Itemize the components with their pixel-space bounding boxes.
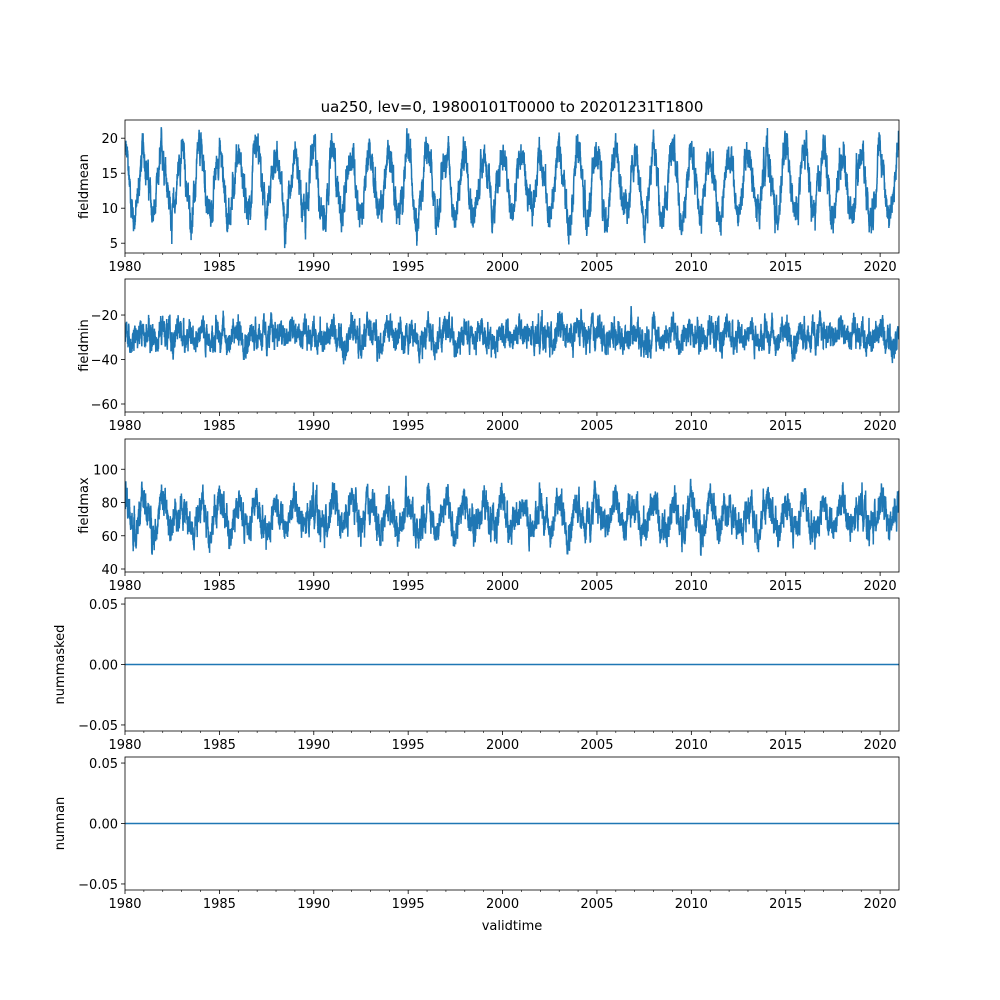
x-tick-label: 2005	[580, 897, 613, 912]
y-tick-label: 20	[101, 132, 118, 147]
x-tick-label: 1995	[392, 260, 425, 275]
axes-frame	[124, 438, 900, 573]
x-tick-label: 2020	[864, 419, 897, 434]
x-tick-label: 2020	[864, 260, 897, 275]
x-tick-label: 1990	[297, 419, 330, 434]
subplot-nummasked: 1980 1985 1990 1995 2000 2005 2010 2015 2020 −0.0…	[53, 597, 900, 753]
x-tick-label: 1985	[203, 419, 236, 434]
y-tick-label: 40	[101, 563, 118, 578]
x-tick-label: 1990	[297, 260, 330, 275]
y-tick-label: 5	[110, 237, 118, 252]
x-tick-label: 1985	[203, 897, 236, 912]
y-axis-label: fieldmean	[77, 154, 92, 219]
series-line-fieldmean	[125, 127, 899, 249]
series-line-fieldmax	[125, 475, 899, 556]
x-tick-label: 1980	[108, 897, 141, 912]
x-tick-label: 2005	[580, 579, 613, 594]
x-tick-label: 2000	[486, 738, 519, 753]
series-line-fieldmin	[125, 305, 899, 365]
x-tick-label: 1980	[108, 419, 141, 434]
x-tick-label: 2020	[864, 897, 897, 912]
y-tick-label: 0.00	[89, 659, 118, 674]
x-tick-label: 1985	[203, 738, 236, 753]
y-tick-label: −0.05	[78, 719, 118, 734]
y-tick-label: 0.05	[89, 757, 118, 772]
axes-frame	[124, 119, 900, 254]
y-tick-label: 80	[101, 497, 118, 512]
x-tick-label: 2010	[675, 738, 708, 753]
x-tick-label: 2015	[769, 260, 802, 275]
x-tick-label: 2020	[864, 579, 897, 594]
y-tick-label: 0.00	[89, 818, 118, 833]
x-tick-label: 1980	[108, 738, 141, 753]
subplot-numnan: 1980 1985 1990 1995 2000 2005 2010 2015 2020 −0.0…	[53, 756, 900, 912]
x-axis-label: validtime	[482, 919, 543, 934]
x-tick-label: 1980	[108, 260, 141, 275]
axes-frame	[124, 278, 900, 413]
x-tick-label: 1995	[392, 897, 425, 912]
x-tick-label: 2015	[769, 738, 802, 753]
subplot-fieldmax: 1980 1985 1990 1995 2000 2005 2010 2015 2020 40 60…	[77, 438, 900, 594]
x-tick-label: 1995	[392, 738, 425, 753]
y-tick-label: 100	[93, 463, 118, 478]
y-tick-label: 0.05	[89, 598, 118, 613]
chart-title: ua250, lev=0, 19800101T0000 to 20201231T…	[321, 98, 704, 116]
x-tick-label: 1980	[108, 579, 141, 594]
x-tick-label: 1995	[392, 579, 425, 594]
x-tick-label: 2015	[769, 897, 802, 912]
x-tick-label: 2010	[675, 897, 708, 912]
x-tick-label: 2020	[864, 738, 897, 753]
y-axis-label: numnan	[53, 797, 68, 851]
y-tick-label: 15	[101, 167, 118, 182]
x-tick-label: 1990	[297, 738, 330, 753]
x-tick-label: 1990	[297, 579, 330, 594]
x-tick-label: 2005	[580, 738, 613, 753]
x-tick-label: 1995	[392, 419, 425, 434]
y-axis-label: fieldmin	[77, 319, 92, 372]
y-tick-label: 60	[101, 530, 118, 545]
x-tick-label: 2005	[580, 260, 613, 275]
x-tick-label: 2015	[769, 579, 802, 594]
subplot-fieldmean: 1980 1985 1990 1995 2000 2005 2010 2015 2020 5 10 1…	[77, 119, 900, 275]
x-tick-label: 2010	[675, 579, 708, 594]
y-axis-label: nummasked	[53, 625, 68, 705]
y-tick-label: −40	[91, 354, 118, 369]
x-tick-label: 2005	[580, 419, 613, 434]
x-tick-label: 2000	[486, 579, 519, 594]
y-tick-label: −60	[91, 398, 118, 413]
y-tick-label: −20	[91, 309, 118, 324]
x-tick-label: 2000	[486, 897, 519, 912]
x-tick-label: 2015	[769, 419, 802, 434]
x-tick-label: 1985	[203, 260, 236, 275]
x-tick-label: 1990	[297, 897, 330, 912]
subplot-fieldmin: 1980 1985 1990 1995 2000 2005 2010 2015 2020 −60 −…	[77, 278, 900, 434]
y-tick-label: −0.05	[78, 878, 118, 893]
x-tick-label: 2010	[675, 260, 708, 275]
y-axis-label: fieldmax	[77, 477, 92, 534]
x-tick-label: 1985	[203, 579, 236, 594]
y-tick-label: 10	[101, 202, 118, 217]
x-tick-label: 2000	[486, 419, 519, 434]
x-tick-label: 2000	[486, 260, 519, 275]
x-tick-label: 2010	[675, 419, 708, 434]
